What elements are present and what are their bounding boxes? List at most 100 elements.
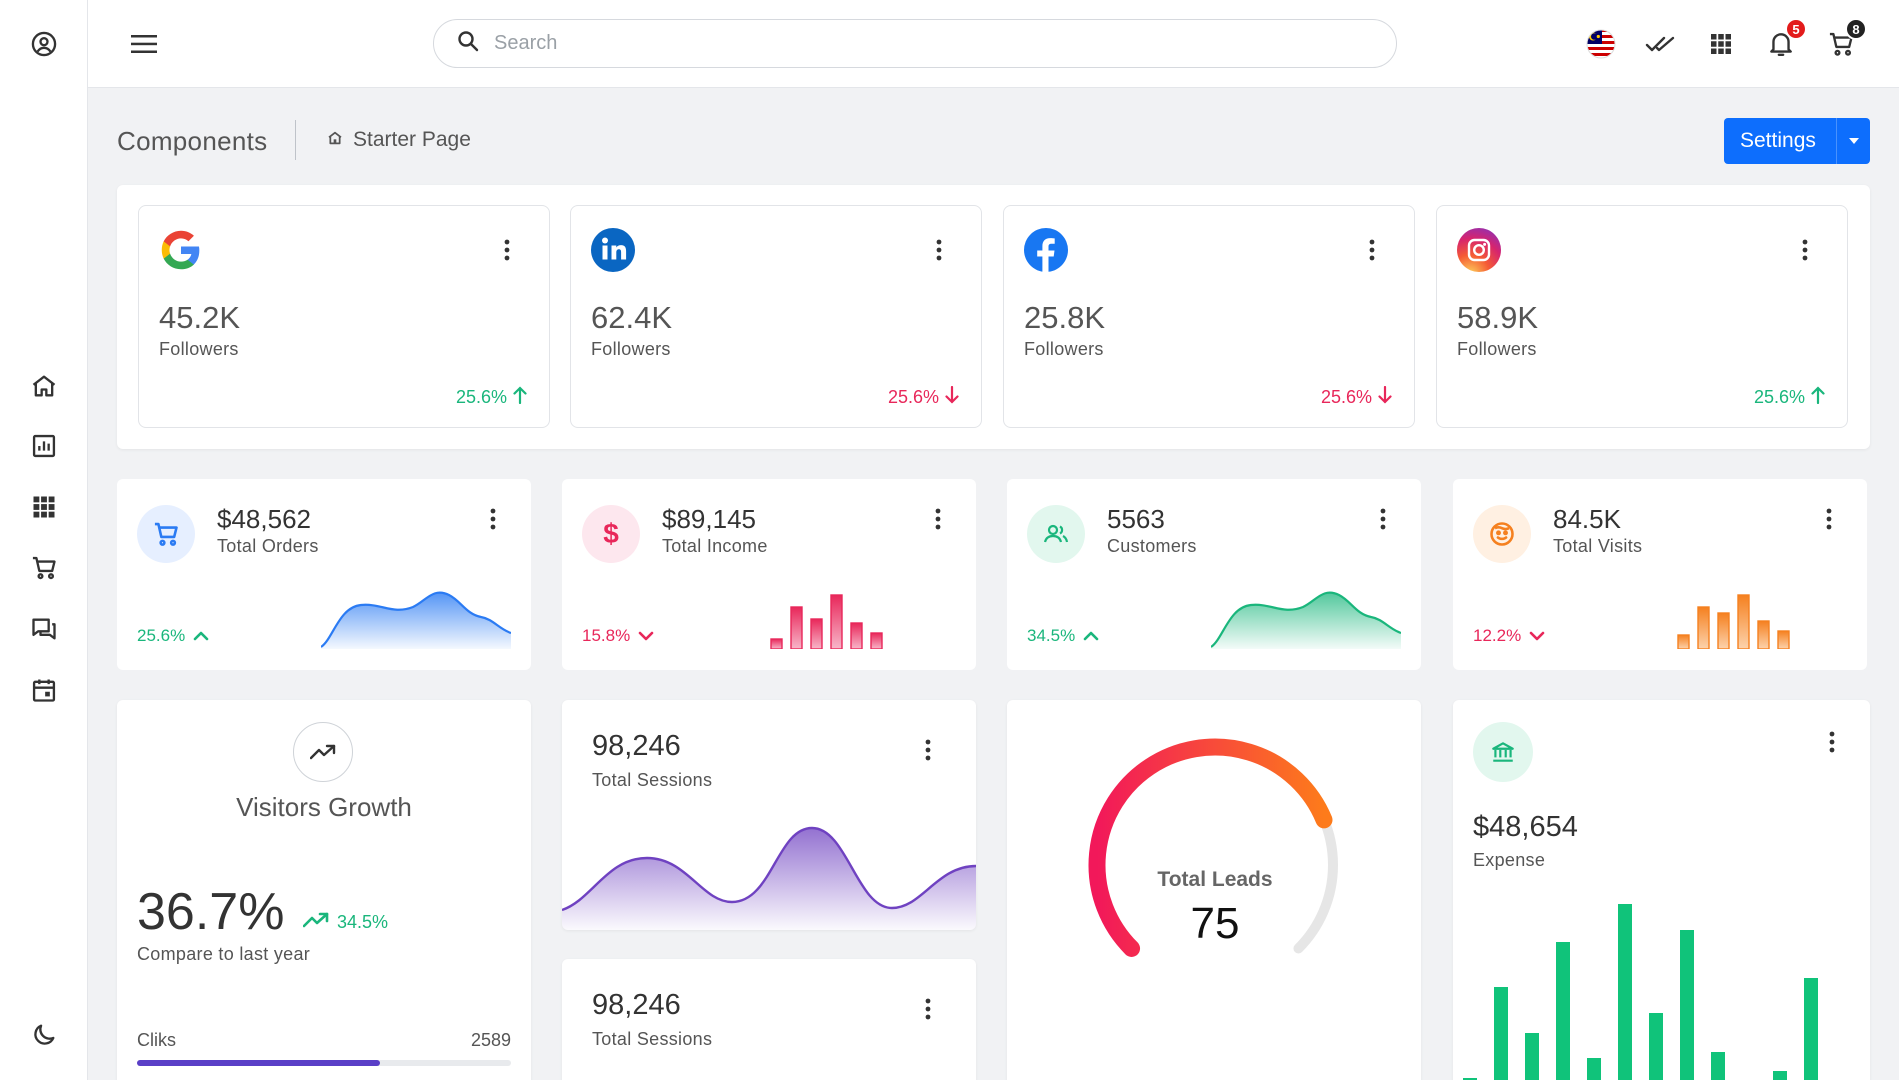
visitors-growth-value: 36.7% bbox=[137, 883, 285, 941]
breadcrumb[interactable]: Starter Page bbox=[327, 128, 471, 152]
stat-value: $89,145 bbox=[662, 504, 756, 534]
sessions-value: 98,246 bbox=[592, 730, 681, 762]
menu-toggle-icon[interactable] bbox=[128, 28, 160, 60]
linkedin-card: 62.4K Followers 25.6% bbox=[570, 205, 982, 428]
expense-value: $48,654 bbox=[1473, 811, 1578, 843]
card-options-icon[interactable] bbox=[1820, 726, 1844, 758]
calendar-icon[interactable] bbox=[24, 670, 64, 710]
compare-label: Compare to last year bbox=[137, 944, 311, 964]
home-icon[interactable] bbox=[24, 366, 64, 406]
visitors-growth-card: Visitors Growth 36.7% 34.5% Compare to l… bbox=[117, 700, 531, 1080]
follower-count: 62.4K bbox=[591, 300, 673, 335]
analytics-icon[interactable] bbox=[24, 426, 64, 466]
trend-value: 25.6% bbox=[455, 387, 507, 407]
customers-sparkline bbox=[1211, 591, 1401, 649]
trend-indicator: 25.6% bbox=[137, 626, 209, 646]
card-options-icon[interactable] bbox=[1360, 234, 1384, 266]
trend-value: 25.6% bbox=[137, 626, 186, 645]
sessions-area-chart bbox=[562, 826, 976, 930]
google-icon bbox=[159, 228, 203, 272]
dollar-icon: $ bbox=[582, 505, 640, 563]
card-options-icon[interactable] bbox=[481, 503, 505, 535]
total-sessions-card: 98,246 Total Sessions bbox=[562, 959, 976, 1080]
trend-value: 25.6% bbox=[1320, 387, 1372, 407]
card-options-icon[interactable] bbox=[1371, 503, 1395, 535]
follower-label: Followers bbox=[591, 339, 671, 359]
shopping-cart-icon[interactable] bbox=[24, 548, 64, 588]
visitors-change: 34.5% bbox=[302, 912, 389, 933]
language-flag-icon[interactable] bbox=[1581, 24, 1621, 64]
linkedin-icon bbox=[591, 228, 635, 272]
apps-grid-icon[interactable] bbox=[24, 487, 64, 527]
settings-label: Settings bbox=[1740, 129, 1816, 152]
sessions-label: Total Sessions bbox=[592, 1029, 713, 1049]
total-sessions-card: 98,246 Total Sessions bbox=[562, 700, 976, 930]
change-value: 34.5% bbox=[337, 912, 389, 932]
trend-indicator: 34.5% bbox=[1027, 626, 1099, 646]
apps-grid-icon[interactable] bbox=[1701, 24, 1741, 64]
cart-icon[interactable]: 8 bbox=[1821, 18, 1867, 64]
trend-value: 25.6% bbox=[1753, 387, 1805, 407]
notifications-bell-icon[interactable]: 5 bbox=[1761, 18, 1807, 64]
total-orders-card: $48,562 Total Orders 25.6% bbox=[117, 479, 531, 670]
user-profile-icon[interactable] bbox=[24, 24, 64, 64]
progress-fill bbox=[137, 1060, 381, 1066]
trending-up-icon bbox=[293, 722, 353, 782]
trend-indicator: 25.6% bbox=[1754, 386, 1825, 409]
title-divider bbox=[295, 120, 296, 160]
chevron-down-icon bbox=[1529, 626, 1545, 646]
visitors-growth-title: Visitors Growth bbox=[236, 792, 412, 822]
sessions-value: 98,246 bbox=[592, 989, 681, 1021]
stat-value: $48,562 bbox=[217, 504, 311, 534]
total-visits-card: 84.5K Total Visits 12.2% bbox=[1453, 479, 1867, 670]
top-navbar: 5 8 bbox=[88, 0, 1899, 88]
progress-label: Cliks bbox=[137, 1030, 176, 1050]
trend-indicator: 15.8% bbox=[582, 626, 654, 646]
page-title: Components bbox=[117, 126, 268, 156]
card-options-icon[interactable] bbox=[916, 993, 940, 1025]
dark-mode-icon[interactable] bbox=[24, 1015, 64, 1055]
search-input[interactable] bbox=[494, 32, 1354, 55]
card-options-icon[interactable] bbox=[926, 503, 950, 535]
stat-value: 5563 bbox=[1107, 504, 1165, 534]
instagram-icon bbox=[1457, 228, 1501, 272]
card-options-icon[interactable] bbox=[1817, 503, 1841, 535]
orders-sparkline bbox=[321, 591, 511, 649]
chat-icon[interactable] bbox=[24, 609, 64, 649]
caret-down-icon[interactable] bbox=[1836, 118, 1870, 164]
card-options-icon[interactable] bbox=[1793, 234, 1817, 266]
expense-card: $48,654 Expense bbox=[1453, 700, 1870, 1080]
visits-bar-sparkline bbox=[1677, 594, 1790, 649]
leads-label: Total Leads bbox=[1157, 868, 1272, 891]
trend-value: 34.5% bbox=[1027, 626, 1076, 645]
settings-button[interactable]: Settings bbox=[1724, 118, 1870, 164]
stat-label: Customers bbox=[1107, 536, 1197, 556]
cart-icon bbox=[137, 505, 195, 563]
stat-value: 84.5K bbox=[1553, 504, 1621, 534]
search-icon bbox=[456, 29, 480, 58]
trend-value: 15.8% bbox=[582, 626, 631, 645]
arrow-down-icon bbox=[1378, 385, 1392, 409]
trending-up-icon bbox=[302, 912, 329, 933]
expense-label: Expense bbox=[1473, 850, 1546, 870]
breadcrumb-label: Starter Page bbox=[353, 128, 471, 151]
leads-value: 75 bbox=[1191, 899, 1240, 948]
trend-indicator: 25.6% bbox=[1320, 385, 1392, 409]
trend-indicator: 25.6% bbox=[456, 386, 527, 409]
users-icon bbox=[1027, 505, 1085, 563]
mark-all-read-icon[interactable] bbox=[1641, 24, 1681, 64]
card-options-icon[interactable] bbox=[927, 234, 951, 266]
card-options-icon[interactable] bbox=[495, 234, 519, 266]
search-bar bbox=[433, 19, 1397, 68]
card-options-icon[interactable] bbox=[916, 734, 940, 766]
arrow-up-icon bbox=[1811, 386, 1825, 409]
follower-label: Followers bbox=[159, 339, 239, 359]
notification-count-badge: 5 bbox=[1785, 18, 1807, 40]
expense-bar-chart bbox=[1463, 904, 1818, 1080]
face-icon bbox=[1473, 505, 1531, 563]
sidebar bbox=[0, 0, 88, 1080]
trend-value: 12.2% bbox=[1473, 626, 1522, 645]
clicks-progress-bar bbox=[137, 1060, 511, 1066]
instagram-card: 58.9K Followers 25.6% bbox=[1436, 205, 1848, 428]
progress-value: 2589 bbox=[470, 1030, 511, 1050]
